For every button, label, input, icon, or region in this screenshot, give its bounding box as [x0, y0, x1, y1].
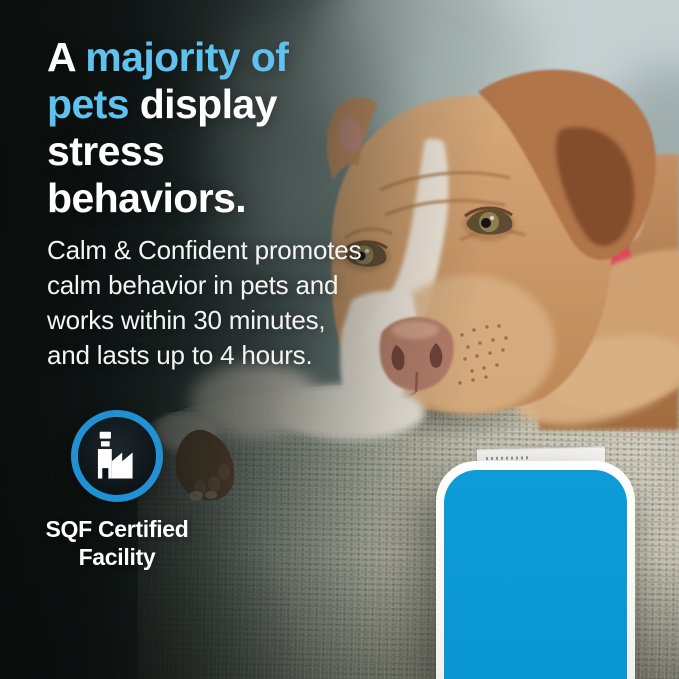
- sqf-badge: SQF Certified Facility: [24, 410, 210, 571]
- headline-line-2: pets display: [47, 81, 277, 127]
- body-line: and lasts up to 4 hours.: [47, 340, 313, 370]
- batch-code-dots: [485, 456, 531, 461]
- body-copy: Calm & Confident promotes calm behavior …: [47, 233, 362, 373]
- headline-line-1: A majority of: [47, 34, 289, 80]
- body-line: calm behavior in pets and: [47, 270, 339, 300]
- headline: A majority of pets display stress behavi…: [47, 34, 289, 222]
- pouch-front-label: [444, 470, 627, 679]
- headline-line-3: stress: [47, 128, 165, 174]
- body-line: works within 30 minutes,: [47, 305, 326, 335]
- headline-line-4: behaviors.: [47, 175, 247, 221]
- badge-label: SQF Certified Facility: [45, 516, 189, 570]
- factory-badge-circle: [71, 410, 163, 502]
- body-line: Calm & Confident promotes: [47, 235, 362, 265]
- factory-icon: [97, 431, 133, 479]
